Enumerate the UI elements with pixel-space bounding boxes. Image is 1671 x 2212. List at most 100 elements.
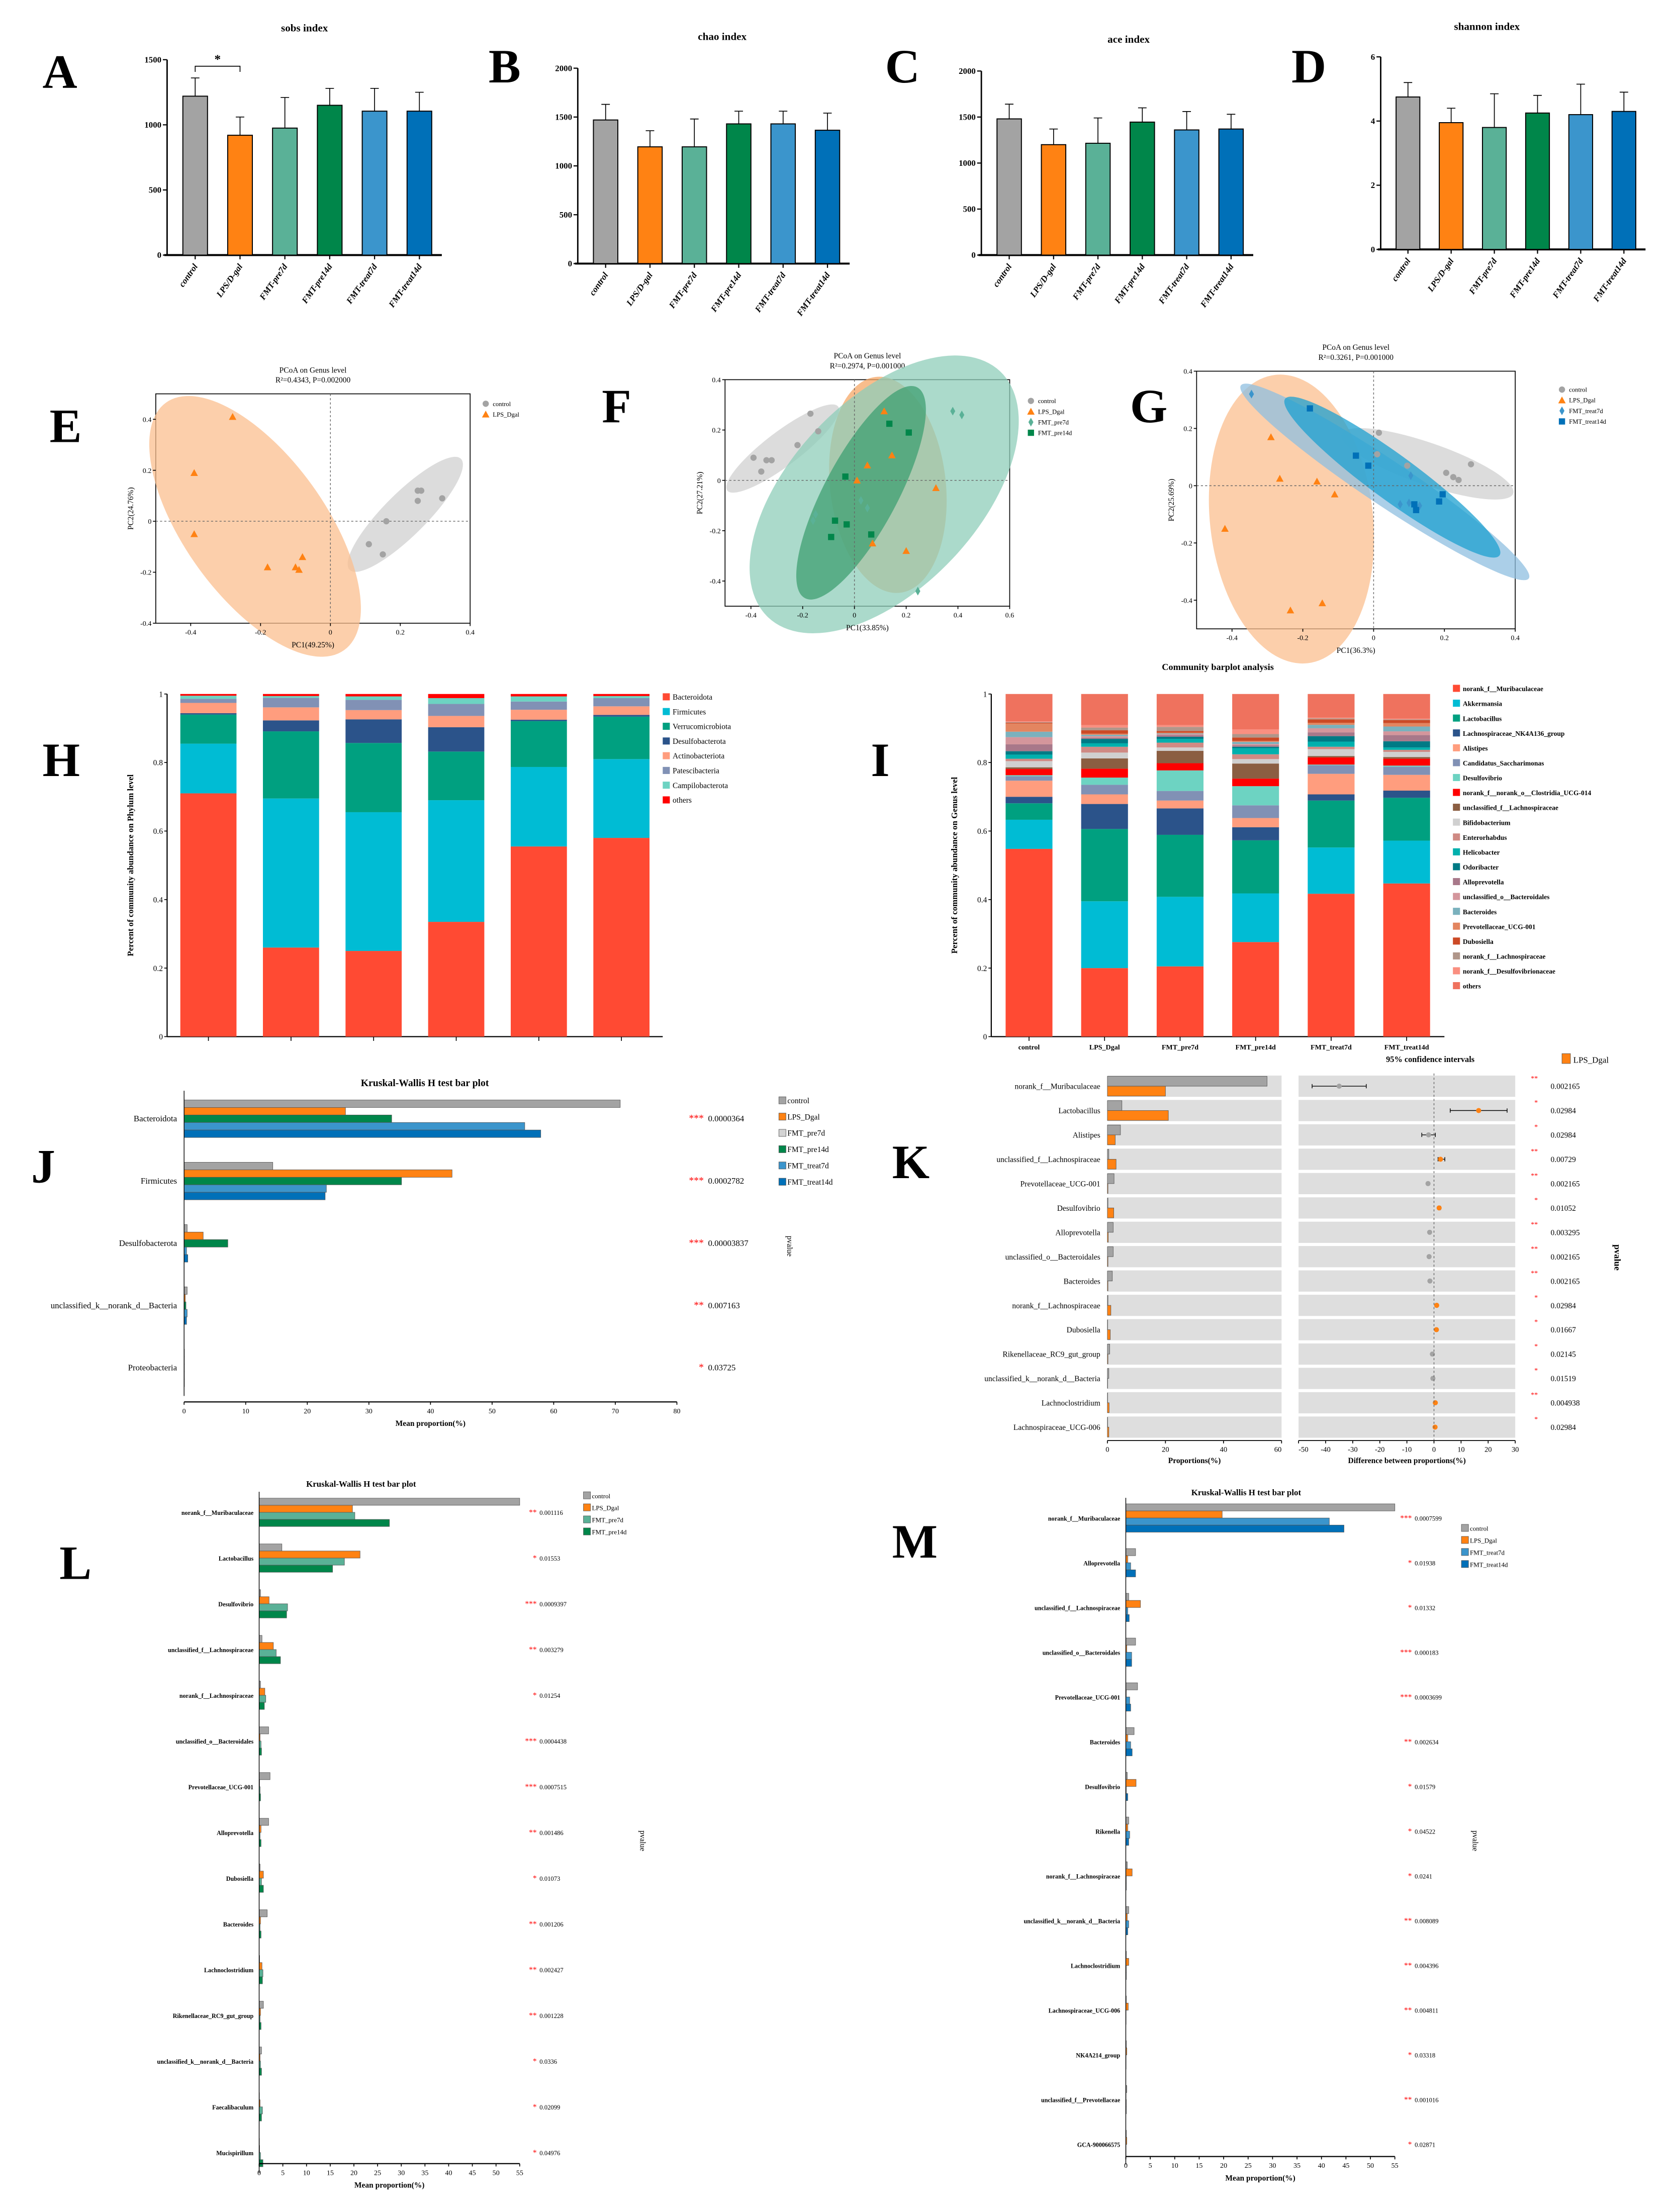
bar: [1126, 2002, 1129, 2010]
legend-swatch: [663, 737, 670, 745]
stack-segment: [1308, 746, 1355, 749]
category-label: unclassified_o__Bacteroidales: [176, 1738, 254, 1745]
bar: [259, 1649, 276, 1657]
circle-marker: [383, 518, 390, 525]
square-marker: [905, 429, 912, 436]
stack-segment: [1156, 747, 1204, 751]
significance-star: *: [1534, 1196, 1538, 1204]
legend-label: norank_f__Desulfovibrionaceae: [1463, 968, 1555, 975]
stack-segment: [1232, 818, 1279, 827]
x-tick-label: -50: [1298, 1446, 1309, 1454]
legend-label: control: [493, 401, 511, 408]
bar-control: [1107, 1417, 1108, 1427]
x-tick-label: FMT-treat7d: [1550, 256, 1585, 300]
category-label: unclassified_k__norank_d__Bacteria: [51, 1301, 177, 1310]
legend-label: Prevotellaceae_UCG-001: [1463, 923, 1536, 930]
circle-marker: [483, 401, 489, 407]
bar-lps: [1107, 1281, 1108, 1291]
row-background: [1298, 1368, 1516, 1389]
legend-swatch: [778, 1178, 786, 1186]
legend-label: FMT_treat7d: [1569, 408, 1603, 415]
x-tick-label: 45: [469, 2169, 476, 2177]
category-label: Bacteroides: [1090, 1739, 1121, 1746]
significance-star: ***: [1400, 1693, 1412, 1701]
legend-label: Desulfobacterota: [673, 737, 726, 746]
stack-segment: [1308, 757, 1355, 765]
legend-swatch: [1453, 700, 1460, 707]
p-value: 0.02984: [1551, 1131, 1576, 1140]
y-tick-label: 0: [157, 250, 161, 260]
triangle-marker: [1318, 599, 1326, 607]
bar: [1126, 1652, 1132, 1660]
y-tick-label: 0: [971, 250, 975, 260]
p-value: 0.003279: [539, 1647, 563, 1654]
stack-segment: [428, 698, 485, 704]
legend-swatch: [1453, 744, 1460, 751]
significance-star: **: [1531, 1269, 1538, 1277]
stack-segment: [1081, 785, 1128, 795]
bar: [1126, 1659, 1132, 1667]
legend-label: Firmicutes: [673, 708, 706, 716]
x-tick-label: 20: [1220, 2162, 1227, 2170]
stack-segment: [510, 846, 567, 1037]
pvalue-axis-title: pvalue: [638, 1831, 646, 1851]
legend-swatch: [1453, 804, 1460, 811]
category-label: Alloprevotella: [1055, 1228, 1100, 1237]
x-tick-label: -0.2: [1297, 634, 1308, 642]
stack-segment: [1081, 901, 1128, 969]
legend-swatch: [663, 722, 670, 730]
stack-segment: [180, 714, 237, 744]
bar: [183, 1309, 188, 1317]
legend-label: Alloprevotella: [1463, 879, 1504, 886]
significance-star: **: [529, 1646, 536, 1654]
x-tick-label: -40: [1321, 1446, 1330, 1454]
p-value: 0.02871: [1415, 2142, 1435, 2149]
stack-segment: [1005, 758, 1053, 761]
y-tick-label: 4: [1371, 116, 1375, 126]
difference-point: [1427, 1229, 1432, 1235]
circle-marker: [1374, 451, 1380, 457]
square-marker: [1353, 452, 1359, 459]
stack-segment: [1308, 732, 1355, 736]
plot-frame: [1196, 370, 1516, 630]
bar-control: [1107, 1222, 1113, 1233]
stack-segment: [263, 694, 319, 696]
square-marker: [1365, 462, 1372, 469]
bar: [259, 1772, 270, 1780]
p-value: 0.03318: [1415, 2052, 1435, 2059]
y-tick-label: 0: [717, 477, 721, 485]
diamond-marker: [950, 407, 956, 416]
x-tick-label: 40: [1220, 1446, 1228, 1454]
stack-segment: [1232, 746, 1279, 748]
stack-segment: [1308, 894, 1355, 1037]
legend-swatch: [663, 693, 670, 701]
stack-segment: [1232, 742, 1279, 744]
significance-star: *: [1534, 1415, 1538, 1423]
p-value: 0.002165: [1551, 1180, 1580, 1189]
stack-segment: [1156, 734, 1204, 735]
p-value: 0.02984: [1551, 1107, 1576, 1115]
y-tick-label: 0.4: [977, 896, 987, 904]
stack-segment: [1081, 733, 1128, 735]
stack-segment: [1005, 751, 1053, 755]
stack-segment: [1005, 731, 1053, 737]
stack-segment: [1156, 808, 1204, 835]
chart-title: chao index: [698, 30, 747, 42]
legend-label: LPS_Dgal: [493, 411, 519, 418]
bar: [227, 135, 253, 256]
stack-segment: [1156, 897, 1204, 967]
p-value: 0.001228: [539, 2012, 563, 2019]
x-tick-label: FMT-treat7d: [753, 270, 788, 315]
significance-star: ***: [525, 1600, 536, 1608]
legend-label: Bacteroidota: [673, 693, 712, 702]
bar: [1041, 144, 1067, 256]
category-label: norank_f__Muribaculaceae: [1015, 1083, 1100, 1091]
category-label: Firmicutes: [141, 1176, 177, 1186]
stack-segment: [1156, 791, 1204, 801]
y-tick-label: 0: [1371, 245, 1375, 254]
stack-segment: [1232, 748, 1279, 754]
x-tick-label: 35: [421, 2169, 428, 2177]
stack-segment: [1081, 758, 1128, 769]
diamond-marker: [1406, 498, 1412, 508]
stack-segment: [1005, 721, 1053, 722]
